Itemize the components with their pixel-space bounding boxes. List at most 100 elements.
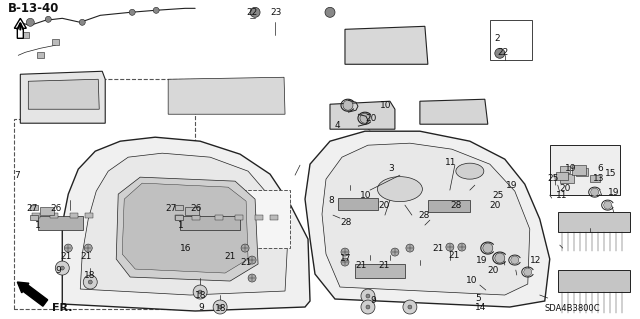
Text: 26: 26 [190, 204, 202, 213]
Bar [175, 205, 183, 210]
Text: 19: 19 [506, 181, 517, 189]
Polygon shape [330, 101, 395, 129]
Text: 23: 23 [270, 8, 282, 17]
Text: 9: 9 [55, 265, 61, 275]
Circle shape [604, 201, 612, 209]
Circle shape [366, 294, 370, 298]
Bar [192, 215, 200, 220]
Bar [180, 216, 240, 230]
Bar [557, 270, 630, 292]
Bar [85, 213, 93, 218]
Bar [51, 213, 58, 218]
Circle shape [361, 300, 375, 314]
Bar [32, 213, 40, 218]
Text: 20: 20 [488, 265, 499, 275]
Circle shape [341, 248, 349, 256]
Polygon shape [62, 137, 310, 311]
Circle shape [343, 100, 353, 110]
Bar [30, 215, 38, 220]
Text: 9: 9 [370, 295, 376, 305]
Bar [557, 212, 630, 232]
Circle shape [495, 253, 505, 263]
Text: 25: 25 [548, 174, 559, 183]
Circle shape [406, 244, 414, 252]
Circle shape [213, 300, 227, 314]
Text: 28: 28 [418, 211, 429, 219]
Text: 20: 20 [560, 184, 571, 193]
Circle shape [483, 243, 493, 253]
Ellipse shape [378, 177, 422, 202]
Text: 7: 7 [14, 171, 20, 180]
Polygon shape [80, 153, 288, 295]
Circle shape [391, 248, 399, 256]
Circle shape [495, 48, 505, 58]
Circle shape [26, 18, 35, 26]
FancyArrow shape [17, 282, 48, 306]
Text: FR.: FR. [52, 303, 73, 313]
Circle shape [129, 9, 135, 15]
Bar [185, 207, 199, 215]
Text: 18: 18 [84, 271, 96, 279]
Text: 28: 28 [340, 218, 351, 226]
Circle shape [84, 244, 92, 252]
Text: 20: 20 [365, 114, 376, 123]
Text: 19: 19 [608, 188, 619, 197]
Text: 13: 13 [593, 174, 604, 183]
Text: 26: 26 [51, 204, 61, 213]
Text: 5: 5 [475, 293, 481, 302]
Bar [175, 215, 183, 220]
Bar [70, 213, 78, 218]
Ellipse shape [456, 163, 484, 179]
Circle shape [250, 7, 260, 17]
Text: 21: 21 [240, 257, 252, 267]
Text: 14: 14 [475, 302, 486, 312]
Text: 18: 18 [195, 291, 207, 300]
Circle shape [366, 305, 370, 309]
Circle shape [458, 243, 466, 251]
Bar [37, 52, 44, 58]
Text: 20: 20 [378, 201, 389, 210]
Circle shape [45, 16, 51, 22]
Bar [576, 168, 588, 176]
Circle shape [153, 7, 159, 13]
Bar [560, 166, 570, 173]
Bar [235, 215, 243, 220]
Bar [338, 198, 378, 210]
Bar [556, 172, 568, 180]
Text: B-13-40: B-13-40 [8, 2, 60, 15]
Circle shape [79, 19, 85, 25]
Polygon shape [305, 131, 550, 307]
Text: 21: 21 [432, 244, 444, 253]
Text: 10: 10 [380, 101, 392, 110]
Text: 9: 9 [198, 302, 204, 312]
Text: 20: 20 [490, 201, 501, 210]
Bar [40, 207, 54, 215]
Text: 21: 21 [378, 261, 389, 270]
Polygon shape [122, 183, 248, 273]
Text: 21: 21 [60, 252, 72, 261]
Circle shape [403, 300, 417, 314]
Circle shape [408, 305, 412, 309]
Bar [215, 215, 223, 220]
Circle shape [524, 268, 532, 276]
Text: 17: 17 [340, 254, 351, 263]
Circle shape [88, 280, 92, 284]
Text: 19: 19 [564, 164, 576, 173]
Bar [160, 190, 290, 248]
Circle shape [325, 7, 335, 17]
Bar [490, 20, 532, 60]
Text: 18: 18 [215, 303, 227, 313]
Text: 16: 16 [180, 244, 191, 253]
Text: 4: 4 [335, 121, 340, 130]
Text: SDA4B3800C: SDA4B3800C [545, 303, 600, 313]
Text: 11: 11 [445, 158, 456, 167]
Circle shape [446, 243, 454, 251]
Circle shape [55, 261, 69, 275]
Text: 21: 21 [448, 250, 460, 260]
Circle shape [198, 290, 202, 294]
Circle shape [511, 256, 519, 264]
Bar [589, 175, 600, 182]
Bar [560, 174, 573, 183]
Bar [22, 32, 29, 38]
Bar [572, 165, 586, 175]
